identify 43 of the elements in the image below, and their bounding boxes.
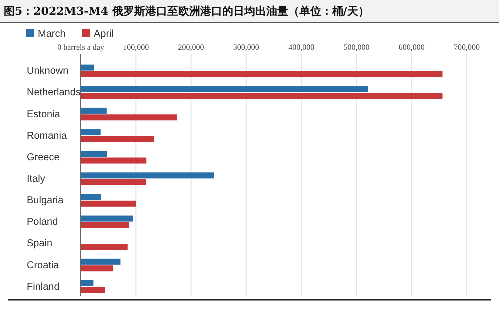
bar — [81, 64, 94, 71]
bar — [81, 200, 136, 207]
bar — [81, 244, 128, 250]
y-tick-label: Spain — [27, 238, 53, 250]
x-tick-label: 700,000 — [454, 43, 480, 52]
x-tick-label: 200,000 — [178, 43, 204, 52]
bar — [81, 114, 178, 121]
x-tick-label: 100,000 — [123, 43, 150, 52]
y-tick-label: Estonia — [27, 109, 61, 120]
bar — [81, 136, 154, 142]
x-tick-label: 600,000 — [398, 43, 425, 52]
legend-label: April — [94, 29, 114, 40]
y-tick-label: Unknown — [27, 66, 69, 78]
bar — [81, 179, 146, 186]
x-tick-label: 0 barrels a day — [58, 43, 104, 52]
bar — [81, 222, 130, 228]
y-tick-label: Romania — [27, 130, 68, 142]
y-tick-label: Netherlands — [27, 88, 81, 99]
y-tick-label: Greece — [27, 152, 60, 164]
bar — [81, 108, 107, 114]
bar — [81, 194, 102, 200]
bar — [81, 287, 106, 294]
bar — [81, 72, 443, 78]
x-tick-label: 500,000 — [344, 43, 370, 52]
bar — [81, 258, 121, 265]
bar — [81, 86, 368, 92]
y-tick-label: Poland — [27, 217, 58, 228]
x-tick-label: 400,000 — [288, 43, 315, 52]
legend-label: March — [38, 29, 66, 40]
bar — [81, 172, 214, 179]
bar — [81, 280, 94, 286]
y-tick-label: Bulgaria — [27, 196, 64, 207]
bar — [81, 130, 101, 136]
bar — [81, 158, 147, 164]
y-tick-label: Finland — [27, 282, 60, 293]
y-tick-label: Italy — [27, 174, 46, 185]
bar — [81, 93, 443, 100]
chart-title: 图5：2022M3-M4 俄罗斯港口至欧洲港口的日均出油量（单位：桶/天） — [4, 5, 370, 18]
bar — [81, 266, 114, 272]
bar — [81, 151, 108, 158]
x-tick-label: 300,000 — [233, 43, 260, 52]
y-tick-label: Croatia — [27, 260, 60, 272]
bar — [81, 216, 134, 222]
